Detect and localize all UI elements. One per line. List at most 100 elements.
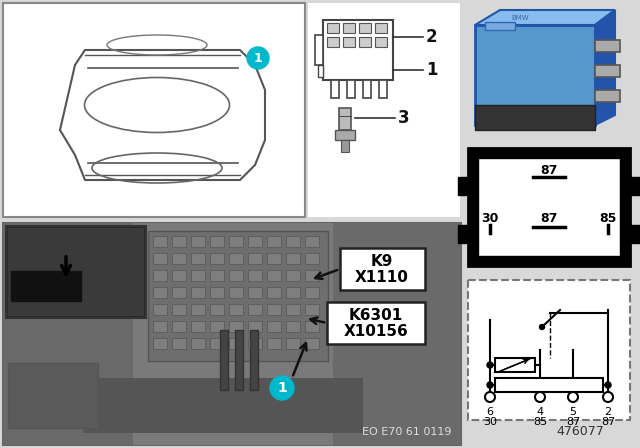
Bar: [286, 338, 300, 349]
Bar: [341, 140, 349, 152]
Bar: [315, 35, 323, 65]
Bar: [191, 287, 205, 298]
Bar: [305, 253, 319, 264]
Bar: [153, 321, 167, 332]
Text: 30: 30: [483, 417, 497, 427]
Bar: [172, 338, 186, 349]
Text: 85: 85: [599, 212, 617, 225]
Bar: [210, 270, 224, 281]
Bar: [191, 270, 205, 281]
Bar: [3, 3, 305, 217]
Bar: [191, 236, 205, 247]
Bar: [595, 65, 620, 77]
Bar: [210, 236, 224, 247]
Bar: [248, 287, 262, 298]
Text: EO E70 61 0119: EO E70 61 0119: [362, 427, 451, 437]
Bar: [172, 321, 186, 332]
Bar: [458, 225, 468, 243]
Bar: [267, 253, 281, 264]
Bar: [153, 304, 167, 315]
Circle shape: [247, 47, 269, 69]
Bar: [248, 321, 262, 332]
Bar: [220, 330, 228, 390]
Circle shape: [487, 382, 493, 388]
Bar: [172, 304, 186, 315]
Bar: [248, 236, 262, 247]
Bar: [305, 236, 319, 247]
Bar: [305, 338, 319, 349]
Bar: [191, 321, 205, 332]
Bar: [327, 23, 339, 33]
Bar: [148, 231, 328, 361]
Circle shape: [568, 392, 578, 402]
Bar: [235, 330, 243, 390]
Text: 1: 1: [426, 61, 438, 79]
Bar: [210, 287, 224, 298]
Bar: [153, 236, 167, 247]
Bar: [475, 25, 595, 125]
Bar: [248, 338, 262, 349]
Bar: [333, 223, 461, 445]
Text: 87: 87: [566, 417, 580, 427]
Bar: [339, 108, 351, 130]
Bar: [248, 304, 262, 315]
Text: 87: 87: [540, 212, 557, 225]
Bar: [630, 177, 640, 195]
Bar: [11, 271, 81, 301]
Bar: [153, 270, 167, 281]
Bar: [229, 270, 243, 281]
Text: 3: 3: [398, 109, 410, 127]
Bar: [153, 287, 167, 298]
Bar: [229, 304, 243, 315]
Bar: [248, 253, 262, 264]
Bar: [229, 321, 243, 332]
Bar: [318, 65, 323, 77]
Bar: [153, 338, 167, 349]
Bar: [267, 338, 281, 349]
Bar: [267, 287, 281, 298]
Circle shape: [603, 392, 613, 402]
Bar: [229, 236, 243, 247]
Bar: [3, 223, 461, 445]
Bar: [485, 22, 515, 30]
Bar: [468, 280, 630, 420]
Bar: [250, 330, 258, 390]
Bar: [286, 270, 300, 281]
Bar: [229, 338, 243, 349]
Bar: [267, 321, 281, 332]
Text: 6: 6: [486, 407, 493, 417]
Bar: [267, 270, 281, 281]
Circle shape: [270, 376, 294, 400]
Bar: [327, 37, 339, 47]
Bar: [379, 80, 387, 98]
Bar: [210, 321, 224, 332]
Polygon shape: [475, 10, 615, 25]
Text: X1110: X1110: [355, 271, 409, 285]
Text: 476077: 476077: [556, 425, 604, 438]
Bar: [495, 378, 603, 392]
Text: K9: K9: [371, 254, 393, 268]
Text: 1: 1: [277, 381, 287, 395]
Bar: [468, 148, 630, 266]
Bar: [478, 158, 620, 256]
Bar: [172, 287, 186, 298]
Bar: [210, 338, 224, 349]
Bar: [172, 270, 186, 281]
Text: 87: 87: [540, 164, 557, 177]
Text: 2: 2: [604, 407, 612, 417]
Bar: [191, 338, 205, 349]
Bar: [8, 228, 144, 316]
Bar: [229, 253, 243, 264]
Bar: [286, 287, 300, 298]
Text: 1: 1: [253, 52, 262, 65]
Bar: [83, 378, 363, 433]
Bar: [172, 236, 186, 247]
Bar: [359, 37, 371, 47]
Bar: [305, 287, 319, 298]
Bar: [267, 236, 281, 247]
Text: BMW: BMW: [511, 15, 529, 21]
Bar: [286, 321, 300, 332]
Bar: [308, 3, 460, 217]
Text: 30: 30: [481, 212, 499, 225]
Text: 4: 4: [536, 407, 543, 417]
